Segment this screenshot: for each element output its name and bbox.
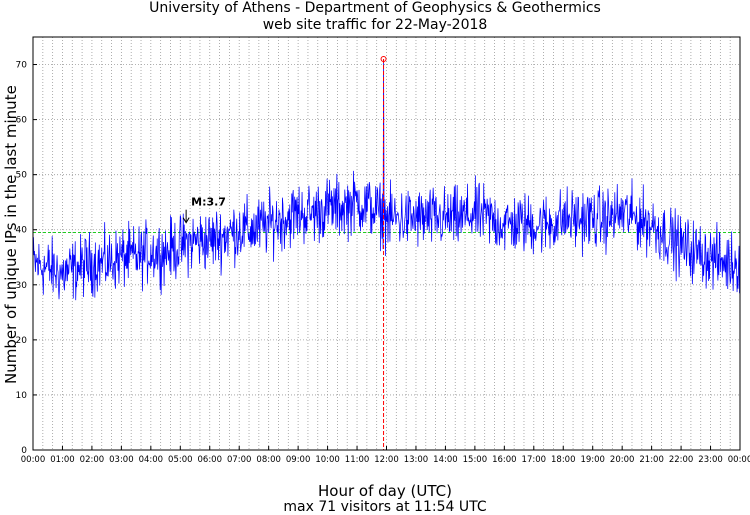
x-tick-label: 07:00 (227, 455, 252, 465)
series-traffic (32, 59, 741, 301)
x-tick-label: 06:00 (198, 455, 223, 465)
chart-subtitle: web site traffic for 22-May-2018 (262, 17, 488, 33)
x-tick-label: 18:00 (551, 455, 576, 465)
x-tick-label: 10:00 (315, 455, 340, 465)
y-tick-label: 0 (21, 446, 27, 456)
y-ticks: 0 10 20 30 40 50 60 70 (16, 61, 37, 456)
x-tick-label: 19:00 (580, 455, 605, 465)
max-marker (380, 56, 387, 450)
x-tick-label: 02:00 (80, 455, 105, 465)
x-axis-label: Hour of day (UTC) (318, 482, 452, 500)
x-tick-label: 12:00 (374, 455, 399, 465)
x-tick-label: 00:00 (728, 455, 750, 465)
y-tick-label: 10 (16, 391, 28, 401)
x-tick-label: 22:00 (669, 455, 694, 465)
x-tick-label: 23:00 (698, 455, 723, 465)
x-tick-label: 01:00 (50, 455, 75, 465)
annotation-arrowhead (182, 217, 190, 224)
x-tick-label: 21:00 (639, 455, 664, 465)
y-tick-label: 70 (16, 61, 28, 71)
x-tick-label: 11:00 (345, 455, 370, 465)
x-tick-label: 03:00 (109, 455, 134, 465)
annotation: M:3.7 (182, 196, 226, 224)
x-tick-label: 04:00 (139, 455, 164, 465)
x-tick-label: 16:00 (492, 455, 517, 465)
x-tick-label: 08:00 (256, 455, 281, 465)
x-tick-label: 14:00 (433, 455, 458, 465)
y-tick-label: 30 (16, 281, 28, 291)
y-tick-label: 40 (16, 226, 28, 236)
max-visitors-note: max 71 visitors at 11:54 UTC (283, 499, 487, 515)
x-tick-label: 13:00 (404, 455, 429, 465)
x-ticks: 00:00 01:00 02:00 03:00 04:00 05:00 06:00 07:00… (21, 446, 750, 465)
grid-lines (33, 37, 740, 450)
x-tick-label: 00:00 (21, 455, 46, 465)
y-tick-label: 20 (16, 336, 28, 346)
chart-title: University of Athens - Department of Geo… (149, 0, 601, 16)
x-tick-label: 09:00 (286, 455, 311, 465)
max-marker-point (380, 56, 387, 63)
annotation-label: M:3.7 (191, 196, 226, 209)
x-tick-label: 20:00 (610, 455, 635, 465)
x-tick-label: 05:00 (168, 455, 193, 465)
x-tick-label: 17:00 (522, 455, 547, 465)
y-tick-label: 50 (16, 171, 28, 181)
y-tick-label: 60 (16, 116, 28, 126)
x-tick-label: 15:00 (463, 455, 488, 465)
series-line (32, 59, 741, 301)
